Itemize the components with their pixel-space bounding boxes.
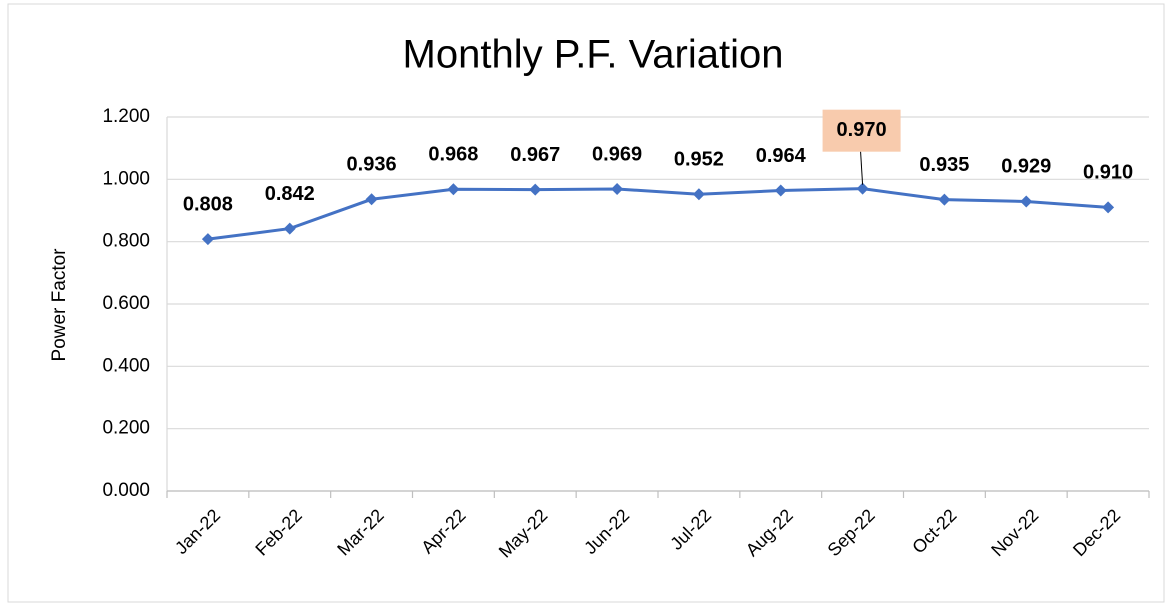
marker — [1020, 195, 1033, 208]
leader-line — [860, 151, 864, 185]
y-tick-label: 0.800 — [102, 231, 150, 252]
value-label: 0.969 — [592, 143, 642, 165]
label-highlight — [822, 109, 901, 152]
marker — [692, 188, 705, 201]
value-label: 0.952 — [674, 149, 724, 171]
marker — [774, 184, 787, 197]
y-tick-label: 0.000 — [102, 480, 150, 501]
value-label: 0.964 — [756, 145, 807, 167]
chart-title: Monthly P.F. Variation — [403, 33, 784, 77]
marker — [201, 233, 214, 246]
y-axis-label: Power Factor — [49, 248, 70, 362]
marker — [529, 183, 542, 196]
marker — [447, 183, 460, 196]
value-label: 0.929 — [1001, 156, 1051, 178]
value-label: 0.910 — [1083, 162, 1133, 184]
marker — [856, 182, 869, 195]
y-tick-label: 1.000 — [102, 168, 150, 189]
y-tick-label: 0.200 — [102, 418, 150, 439]
value-label: 0.936 — [347, 154, 397, 176]
marker — [365, 193, 378, 206]
marker — [611, 182, 624, 195]
marker — [938, 193, 951, 206]
chart-frame — [7, 3, 1165, 603]
value-label: 0.842 — [265, 183, 315, 205]
y-tick-label: 0.400 — [102, 355, 150, 376]
value-label: 0.968 — [428, 144, 478, 166]
value-label: 0.967 — [510, 144, 560, 166]
series-line — [207, 187, 1109, 241]
marker — [1102, 201, 1115, 214]
value-label: 0.970 — [837, 119, 887, 141]
marker — [283, 222, 296, 235]
value-label: 0.935 — [919, 154, 969, 176]
value-label: 0.808 — [183, 193, 233, 215]
y-tick-label: 1.200 — [102, 106, 150, 127]
y-tick-label: 0.600 — [102, 293, 150, 314]
